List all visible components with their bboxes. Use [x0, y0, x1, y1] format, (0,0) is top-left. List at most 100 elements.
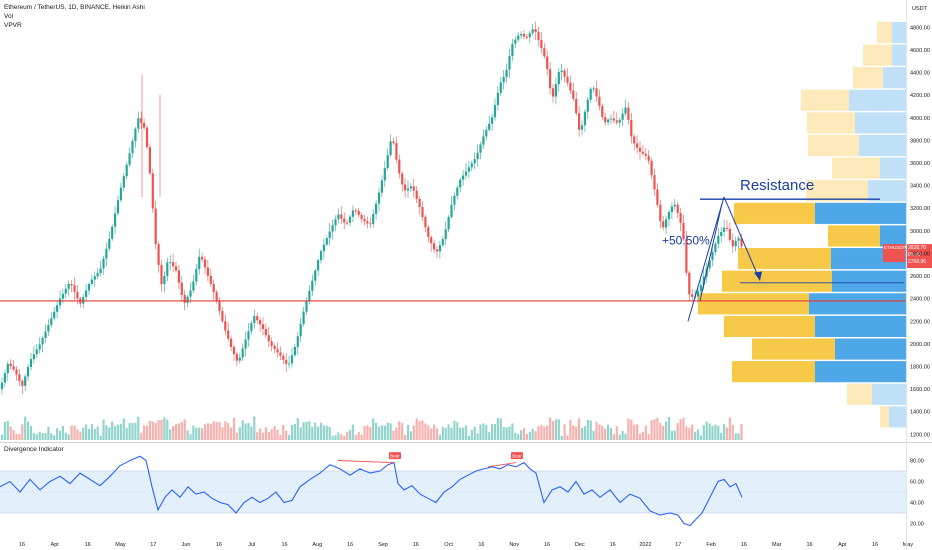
candle-body: [685, 239, 688, 273]
candle-body: [708, 260, 711, 269]
volume-bar: [630, 419, 633, 440]
candle-body: [636, 143, 639, 148]
vpvr-down-bar: [892, 44, 906, 66]
candle-body: [99, 268, 102, 274]
pane-separator[interactable]: [0, 442, 932, 443]
candle-body: [221, 311, 224, 322]
volume-bar: [276, 429, 279, 440]
volume-bar: [38, 431, 41, 440]
price-tick-label: 4600.00: [910, 48, 930, 54]
time-tick-label: 16: [347, 542, 353, 548]
candle-body: [375, 203, 378, 214]
candle-body: [424, 217, 427, 228]
volume-bar: [372, 418, 375, 440]
candle-body: [482, 136, 485, 145]
candle-body: [534, 29, 537, 32]
candle-body: [627, 107, 630, 121]
volume-bar: [740, 424, 743, 440]
candle-body: [395, 143, 398, 160]
volume-bar: [122, 418, 125, 440]
volume-bar: [592, 430, 595, 440]
candle-body: [531, 29, 534, 34]
volume-bar: [70, 425, 73, 440]
candle-body: [554, 84, 557, 97]
price-tick-label: 2000.00: [910, 342, 930, 348]
drop-trendline: [723, 196, 761, 281]
candle-body: [679, 213, 682, 223]
volume-bar: [607, 424, 610, 440]
volume-bar: [337, 432, 340, 440]
candle-body: [41, 338, 44, 345]
candle-body: [151, 173, 154, 209]
candle-body: [343, 218, 346, 223]
volume-bar: [502, 427, 505, 440]
candle-body: [630, 120, 633, 137]
candle-body: [322, 244, 325, 252]
candle-body: [259, 320, 262, 325]
volume-bar: [511, 423, 514, 440]
volume-bar: [85, 424, 88, 440]
volume-bar: [717, 425, 720, 440]
candle-body: [604, 117, 607, 123]
volume-bar: [201, 428, 204, 440]
volume-bar: [334, 435, 337, 440]
volume-bar: [128, 423, 131, 440]
candle-body: [618, 119, 621, 123]
oscillator-tick-label: 20.00: [910, 522, 924, 528]
candle-body: [314, 270, 317, 281]
vpvr-up-bar: [877, 21, 892, 44]
candle-body: [56, 305, 59, 312]
volume-bar: [406, 424, 410, 440]
volume-bar: [514, 432, 517, 440]
volume-bar: [728, 417, 731, 440]
candle-body: [111, 226, 114, 239]
volume-bar: [12, 430, 15, 440]
candle-body: [61, 293, 64, 299]
candle-body: [279, 352, 282, 356]
last-price-symbol: ETHUSDT: [884, 245, 906, 250]
volume-bar: [82, 427, 85, 440]
candle-body: [720, 231, 723, 237]
volume-bar: [647, 434, 650, 440]
secondary-price-value: 2768.96: [908, 259, 926, 265]
candle-body: [725, 227, 729, 229]
candle-body: [227, 330, 230, 339]
volume-bar: [525, 434, 528, 440]
candle-body: [595, 88, 598, 97]
vpvr-up-bar: [806, 180, 868, 202]
candle-body: [525, 36, 528, 38]
candle-body: [691, 294, 694, 297]
volume-bar: [99, 435, 102, 440]
candle-body: [18, 374, 21, 381]
candle-body: [520, 33, 523, 36]
candle-body: [50, 318, 53, 325]
volume-bar: [540, 425, 543, 440]
volume-bar: [734, 433, 737, 440]
time-tick-label: 16: [806, 542, 812, 548]
volume-bar: [694, 432, 697, 440]
candle-body: [450, 204, 453, 217]
candle-body: [180, 282, 183, 295]
candle-body: [656, 189, 659, 205]
volume-bar: [111, 421, 114, 440]
candle-body: [122, 176, 125, 188]
volume-bar: [546, 425, 549, 440]
candle-body: [15, 369, 18, 375]
time-tick-label: 16: [610, 542, 616, 548]
vpvr-legend-label: VPVR: [4, 22, 22, 29]
candle-body: [160, 264, 163, 285]
candle-body: [427, 227, 430, 238]
time-tick-label: 16: [741, 542, 747, 548]
volume-bar: [572, 425, 575, 440]
candle-body: [366, 221, 369, 224]
candle-body: [296, 336, 299, 348]
volume-bar: [662, 425, 665, 440]
price-tick-label: 3200.00: [910, 206, 930, 212]
candle-body: [566, 76, 569, 83]
candle-body: [235, 354, 238, 361]
candle-body: [670, 206, 673, 212]
volume-bar: [383, 425, 386, 440]
vpvr-up-bar: [853, 67, 883, 89]
